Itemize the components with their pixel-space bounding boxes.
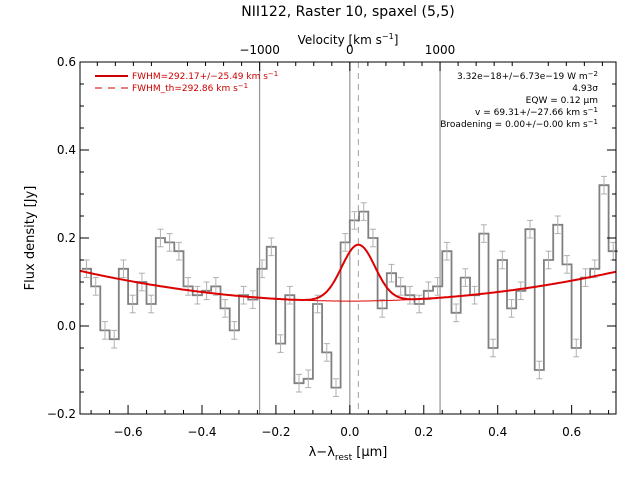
spectrum-error-bar (286, 285, 293, 305)
spectrum-error-bar (369, 228, 376, 248)
spectrum-error-bar (545, 250, 552, 270)
spectrum-error-bar (83, 259, 90, 279)
spectrum-error-bar (148, 294, 155, 314)
legend-fwhm-label: FWHM=292.17+/−25.49 km s−1 (132, 70, 278, 82)
legend-fwhm-th-label: FWHM_th=292.86 km s−1 (132, 82, 248, 94)
spectrum-error-bar (185, 277, 192, 296)
spectrum-error-bar (527, 219, 534, 239)
fit-annotations: 3.32e−18+/−6.73e−19 W m−2 4.93σ EQW = 0.… (440, 70, 598, 130)
spectrum-error-bar (212, 277, 219, 296)
top-axis-label: Velocity [km s−1] (298, 32, 399, 47)
spectrum-error-bar (332, 378, 339, 397)
x-axis-label: λ−λrest [μm] (309, 445, 388, 463)
y-axis-label: Flux density [Jy] (23, 186, 38, 291)
spectrum-error-bar (564, 255, 571, 274)
spectrum-error-bar (249, 290, 256, 309)
y-tick-label: −0.2 (47, 407, 76, 421)
spectrum-error-bar (517, 281, 524, 301)
x-tick-label: −0.6 (113, 425, 142, 439)
fit-model-curve (79, 243, 617, 301)
spectrum-error-bar (92, 277, 99, 296)
y-tick-label: 0.0 (57, 319, 76, 333)
spectrum-error-bar (388, 263, 395, 283)
y-tick-label: 0.2 (57, 231, 76, 245)
spectrum-error-bar (111, 329, 118, 349)
spectrum-error-bar (120, 259, 127, 279)
x-tick-label: −0.4 (187, 425, 216, 439)
spectrum-error-bar (194, 285, 201, 305)
spectrum-error-bar (203, 281, 210, 301)
spectrum-error-bar (443, 241, 450, 261)
spectrum-error-bar (462, 268, 469, 287)
top-tick-label: 0 (346, 43, 354, 57)
spectrum-step-line (81, 184, 618, 389)
chart-title: NII122, Raster 10, spaxel (5,5) (241, 4, 454, 20)
spectrum-error-bar (268, 237, 275, 257)
x-tick-label: 0.2 (414, 425, 433, 439)
spectrum-error-bar (157, 228, 164, 248)
spectrum-error-bar (296, 373, 303, 393)
spectrum-error-bar (323, 343, 330, 362)
top-tick-label: 1000 (425, 43, 456, 57)
spectrum-error-bar (129, 294, 136, 314)
x-tick-label: −0.2 (261, 425, 290, 439)
spectrum-error-bar (406, 285, 413, 305)
spectrum-error-bar (222, 299, 229, 318)
top-tick-label: −1000 (239, 43, 280, 57)
annotation-eqw: EQW = 0.12 μm (526, 96, 598, 106)
spectrum-error-bar (351, 211, 358, 230)
annotation-flux: 3.32e−18+/−6.73e−19 W m−2 (457, 70, 598, 82)
legend: FWHM=292.17+/−25.49 km s−1 FWHM_th=292.8… (95, 70, 278, 94)
spectrum-error-bar (536, 360, 543, 380)
spectrum-error-bar (259, 259, 266, 279)
annotation-velocity: v = 69.31+/−27.66 km s−1 (475, 106, 598, 118)
spectrum-error-bar (554, 215, 561, 235)
spectrum-error-bar (360, 202, 367, 221)
spectrum-error-bar (240, 285, 247, 305)
spectrum-error-bar (138, 272, 145, 292)
spectrum-error-bar (166, 233, 173, 252)
spectrum-error-bar (434, 277, 441, 296)
spectrum-error-bar (453, 303, 460, 323)
spectrum-error-bar (490, 338, 497, 358)
x-tick-label: 0.0 (340, 425, 359, 439)
y-tick-label: 0.4 (57, 143, 76, 157)
spectrum-error-bar (379, 299, 386, 318)
x-tick-label: 0.4 (488, 425, 507, 439)
annotation-sigma: 4.93σ (572, 84, 598, 94)
spectrum-error-bar (480, 224, 487, 243)
spectrum-error-bar (508, 299, 515, 318)
spectrum-error-bar (305, 369, 312, 389)
spectrum-error-bar (573, 338, 580, 358)
spectrum-error-bar (342, 233, 349, 252)
y-tick-label: 0.6 (57, 55, 76, 69)
spectrum-error-bar (397, 277, 404, 296)
spectrum-error-bar (499, 250, 506, 270)
spectrum-error-bar (231, 321, 238, 340)
spectrum-error-bar (101, 321, 108, 340)
spectrum-error-bar (277, 334, 284, 353)
spectrum-error-bar (600, 175, 607, 195)
spectrum-error-bar (175, 241, 182, 261)
x-tick-label: 0.6 (562, 425, 581, 439)
annotation-broadening: Broadening = 0.00+/−0.00 km s−1 (440, 118, 598, 130)
